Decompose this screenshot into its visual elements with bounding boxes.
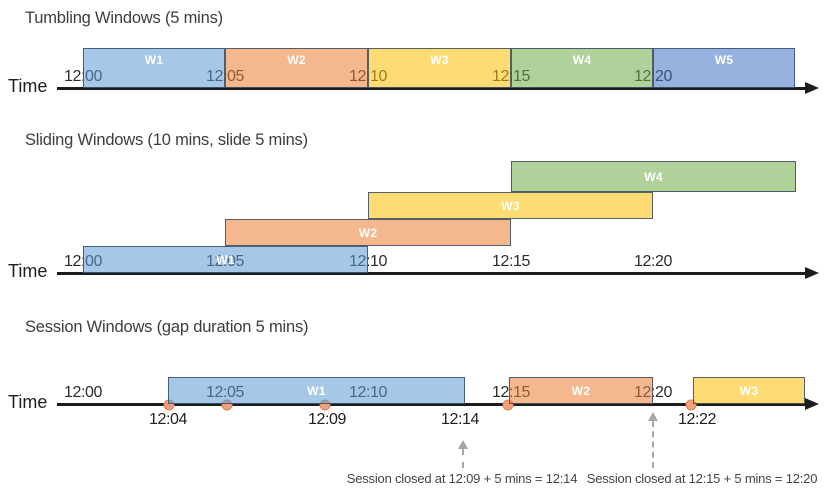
event-dot	[685, 399, 697, 411]
callout-arrow-up-icon	[648, 412, 658, 421]
window-session-w3: W3	[693, 377, 805, 404]
axis-arrowhead-icon	[805, 267, 819, 279]
window-tumbling-w4: W4	[511, 48, 653, 88]
event-time-label: 12:04	[148, 411, 188, 428]
window-sliding-w4: W4	[511, 161, 796, 192]
time-axis-label: Time	[8, 392, 48, 412]
window-sliding-w1: W1	[83, 246, 368, 273]
callout-text: Session closed at 12:09 + 5 mins = 12:14	[346, 471, 578, 486]
window-tumbling-w3: W3	[368, 48, 511, 88]
window-label: W3	[430, 53, 449, 67]
time-axis-line	[57, 87, 806, 90]
time-axis-line	[57, 403, 806, 406]
window-label: W3	[501, 198, 520, 213]
callout-text: Session closed at 12:15 + 5 mins = 12:20	[586, 471, 818, 486]
window-label: W2	[287, 53, 306, 67]
window-label: W4	[644, 169, 663, 184]
window-label: W3	[739, 383, 759, 398]
window-tumbling-w2: W2	[225, 48, 368, 88]
window-label: W4	[572, 53, 592, 67]
window-sliding-w3: W3	[368, 192, 653, 219]
window-session-w2: W2	[509, 377, 653, 404]
window-label: W1	[144, 53, 164, 67]
window-label: W2	[571, 383, 591, 398]
time-axis-label: Time	[8, 261, 48, 281]
window-label: W5	[714, 53, 734, 67]
event-time-label: 12:09	[307, 411, 347, 428]
axis-arrowhead-icon	[805, 82, 819, 94]
callout-dashed-line	[652, 421, 654, 468]
event-dot	[502, 399, 514, 411]
section-title-session: Session Windows (gap duration 5 mins)	[25, 318, 309, 336]
callout-dashed-line	[462, 449, 464, 468]
event-time-label: 12:14	[440, 411, 480, 428]
window-session-w1: W1	[168, 377, 465, 404]
time-axis-label: Time	[8, 76, 48, 96]
window-tumbling-w5: W5	[653, 48, 795, 88]
tick-label: 12:20	[633, 253, 673, 270]
window-label: W2	[358, 225, 378, 240]
window-label: W1	[216, 252, 235, 267]
time-axis-line	[57, 272, 806, 275]
tick-label: 12:00	[63, 384, 103, 401]
section-title-sliding: Sliding Windows (10 mins, slide 5 mins)	[25, 131, 308, 149]
event-time-label: 12:22	[677, 411, 717, 428]
window-label: W1	[307, 383, 326, 398]
tick-label: 12:15	[491, 253, 531, 270]
window-tumbling-w1: W1	[83, 48, 225, 88]
callout-arrow-up-icon	[458, 440, 468, 449]
section-title-tumbling: Tumbling Windows (5 mins)	[25, 9, 223, 27]
axis-arrowhead-icon	[805, 398, 819, 410]
window-sliding-w2: W2	[225, 219, 511, 246]
